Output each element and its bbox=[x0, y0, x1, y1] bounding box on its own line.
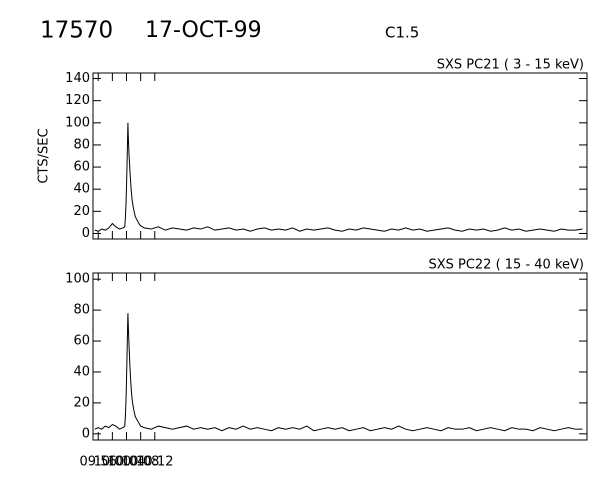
event-id: 17570 bbox=[40, 18, 113, 44]
plot-frame bbox=[92, 272, 588, 441]
y-tick-label: 80 bbox=[73, 303, 90, 318]
flare-class: C1.5 bbox=[385, 24, 419, 42]
y-tick-label: 40 bbox=[73, 182, 90, 197]
x-tick-label: 10:00 bbox=[94, 455, 131, 470]
y-tick-label: 120 bbox=[65, 93, 90, 108]
y-tick-label: 100 bbox=[65, 272, 90, 287]
panel-title: SXS PC22 ( 15 - 40 keV) bbox=[428, 258, 584, 273]
y-tick-label: 60 bbox=[73, 160, 90, 175]
y-tick-label: 0 bbox=[82, 226, 90, 241]
y-tick-label: 20 bbox=[73, 204, 90, 219]
y-tick-label: 40 bbox=[73, 364, 90, 379]
panel-title: SXS PC21 ( 3 - 15 keV) bbox=[437, 58, 584, 73]
y-tick-label: 100 bbox=[65, 115, 90, 130]
x-tick-label: 10:12 bbox=[136, 455, 173, 470]
y-axis-label: CTS/SEC bbox=[37, 128, 52, 183]
y-tick-label: 20 bbox=[73, 395, 90, 410]
y-tick-label: 80 bbox=[73, 137, 90, 152]
data-line bbox=[94, 122, 583, 232]
x-tick-label: 10:08 bbox=[122, 455, 159, 470]
y-tick-label: 140 bbox=[65, 71, 90, 86]
event-date: 17-OCT-99 bbox=[145, 18, 262, 43]
y-tick-label: 60 bbox=[73, 334, 90, 349]
y-tick-label: 0 bbox=[82, 426, 90, 441]
x-tick-label: 10:04 bbox=[108, 455, 145, 470]
plot-frame bbox=[92, 72, 588, 240]
x-tick-label: 09:56 bbox=[79, 455, 116, 470]
data-line bbox=[94, 313, 583, 432]
